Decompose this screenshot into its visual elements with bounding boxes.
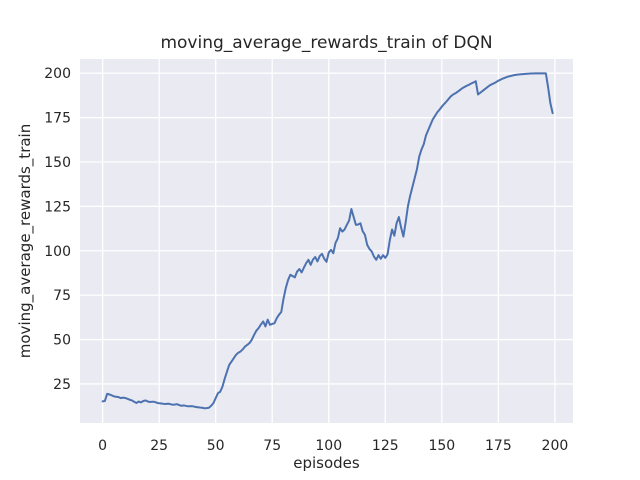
chart-title: moving_average_rewards_train of DQN: [160, 33, 493, 53]
y-tick-label: 75: [53, 288, 71, 304]
axes-background: [80, 59, 573, 423]
x-tick-label: 200: [542, 438, 569, 454]
x-tick-label: 125: [372, 438, 399, 454]
x-axis-label: episodes: [293, 454, 360, 472]
y-tick-label: 200: [44, 66, 71, 82]
x-tick-label: 175: [485, 438, 512, 454]
y-tick-label: 125: [44, 199, 71, 215]
y-tick-label: 50: [53, 333, 71, 349]
y-tick-label: 175: [44, 111, 71, 127]
x-tick-label: 25: [150, 438, 168, 454]
y-tick-label: 150: [44, 155, 71, 171]
y-tick-label: 100: [44, 244, 71, 260]
x-tick-label: 50: [207, 438, 225, 454]
y-tick-label: 25: [53, 377, 71, 393]
y-axis-label: moving_average_rewards_train: [16, 123, 34, 359]
x-tick-label: 150: [428, 438, 455, 454]
series-line: [101, 72, 554, 410]
x-tick-label: 0: [98, 438, 107, 454]
x-tick-label: 100: [315, 438, 342, 454]
x-tick-label: 75: [263, 438, 281, 454]
